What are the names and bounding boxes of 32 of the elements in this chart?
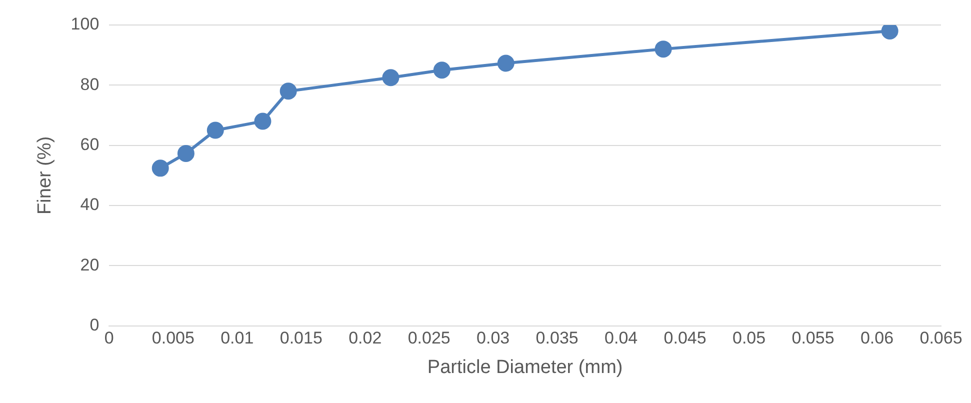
y-axis-title: Finer (%) [34, 136, 56, 214]
x-tick-label: 0.045 [664, 328, 706, 348]
x-tick-label: 0.02 [348, 328, 382, 348]
point [152, 160, 169, 177]
point [497, 54, 514, 72]
point [177, 144, 194, 162]
y-tick-label: 100 [70, 14, 100, 34]
x-tick-label: 0.055 [792, 328, 834, 348]
point [254, 112, 272, 130]
x-tick-label: 0.06 [860, 328, 894, 348]
x-axis-title: Particle Diameter (mm) [427, 356, 623, 378]
x-tick-label: 0.04 [604, 328, 638, 348]
y-tick-label: 60 [80, 135, 100, 154]
y-tick-label: 0 [90, 315, 100, 334]
x-tick-label: 0.015 [280, 328, 322, 348]
x-tick-label: 0.01 [220, 328, 254, 348]
point [382, 69, 400, 86]
point [206, 122, 224, 139]
y-tick-label: 20 [80, 255, 100, 274]
x-tick-label: 0.025 [408, 328, 450, 348]
point [433, 62, 450, 79]
point [280, 82, 297, 100]
y-tick-label: 40 [80, 195, 100, 214]
point [654, 40, 672, 58]
point [881, 25, 898, 40]
x-tick-label: 0.03 [476, 328, 510, 348]
x-tick-label: 0.05 [732, 328, 766, 348]
x-tick-label: 0.005 [152, 328, 194, 348]
x-tick-label: 0 [104, 328, 114, 348]
y-tick-label: 80 [80, 74, 100, 94]
x-tick-label: 0.065 [920, 328, 962, 348]
x-tick-label: 0.035 [536, 328, 578, 348]
